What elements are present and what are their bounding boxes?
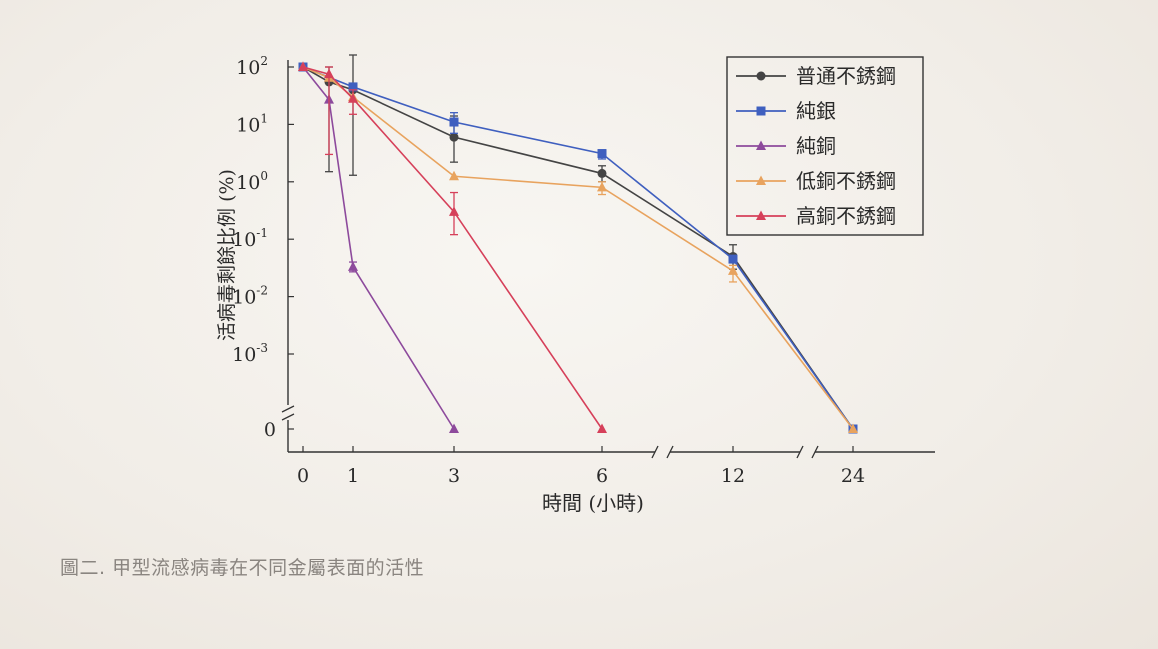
y-axis-break-mark <box>281 405 295 413</box>
data-point <box>449 423 459 433</box>
series-4 <box>298 61 858 433</box>
data-point <box>449 170 459 181</box>
legend-label: 純銀 <box>796 99 836 123</box>
data-point <box>597 423 607 433</box>
y-tick-label: 10-1 <box>232 226 268 251</box>
data-point <box>449 132 459 142</box>
series-line <box>302 66 455 430</box>
x-axis-break-mark <box>811 445 819 459</box>
series-line <box>302 66 854 430</box>
x-tick-label: 6 <box>596 465 608 487</box>
y-tick-label: 100 <box>236 169 268 194</box>
legend-swatch-marker <box>756 71 766 81</box>
y-axis-label: 活病毒剩餘比例 (%) <box>216 169 238 341</box>
legend-label: 高銅不銹鋼 <box>796 204 896 228</box>
x-axis-break-mark <box>651 445 659 459</box>
data-point <box>324 68 334 79</box>
legend-label: 普通不銹鋼 <box>796 64 896 88</box>
x-tick-label: 12 <box>721 465 745 487</box>
chart-axis-breaks <box>281 405 819 459</box>
y-tick-label: 10-2 <box>232 284 268 309</box>
legend-label: 純銅 <box>796 134 836 158</box>
series-2 <box>298 62 858 434</box>
x-tick-label: 0 <box>297 465 309 487</box>
data-point <box>728 265 738 275</box>
x-axis-label: 時間 (小時) <box>542 491 644 515</box>
legend-swatch-marker <box>756 106 766 116</box>
x-tick-label: 3 <box>448 465 460 487</box>
x-axis-break-mark <box>666 445 674 459</box>
x-tick-label: 1 <box>347 465 359 487</box>
data-point <box>597 168 607 178</box>
data-point <box>298 61 308 71</box>
data-point <box>848 423 858 433</box>
data-point <box>348 93 358 103</box>
legend-swatch-marker <box>756 175 766 185</box>
legend-box <box>726 56 924 236</box>
y-axis-break-mark <box>281 413 295 421</box>
x-axis-break-mark <box>796 445 804 459</box>
y-tick-label: 0 <box>264 419 276 441</box>
y-tick-label: 10-3 <box>232 341 268 366</box>
x-tick-label: 24 <box>841 465 865 487</box>
figure-caption: 圖二. 甲型流感病毒在不同金屬表面的活性 <box>60 557 425 579</box>
data-point <box>597 181 607 192</box>
y-tick-label: 102 <box>236 54 268 79</box>
y-tick-label: 101 <box>236 111 268 136</box>
series-5 <box>298 61 607 433</box>
data-point <box>348 82 358 92</box>
legend-swatch-marker <box>756 140 766 150</box>
legend-label: 低銅不銹鋼 <box>796 169 896 193</box>
data-point <box>597 149 607 159</box>
data-point <box>728 254 738 264</box>
data-point <box>449 117 459 127</box>
chart-axes: 102 101 100 10-1 10-2 10-3 0 0 1 3 6 12 24 <box>232 54 935 487</box>
chart-series <box>298 54 858 434</box>
legend-swatch-marker <box>756 210 766 220</box>
data-point <box>348 261 358 271</box>
data-point <box>449 206 459 216</box>
series-line <box>302 66 854 430</box>
series-line <box>302 66 854 430</box>
